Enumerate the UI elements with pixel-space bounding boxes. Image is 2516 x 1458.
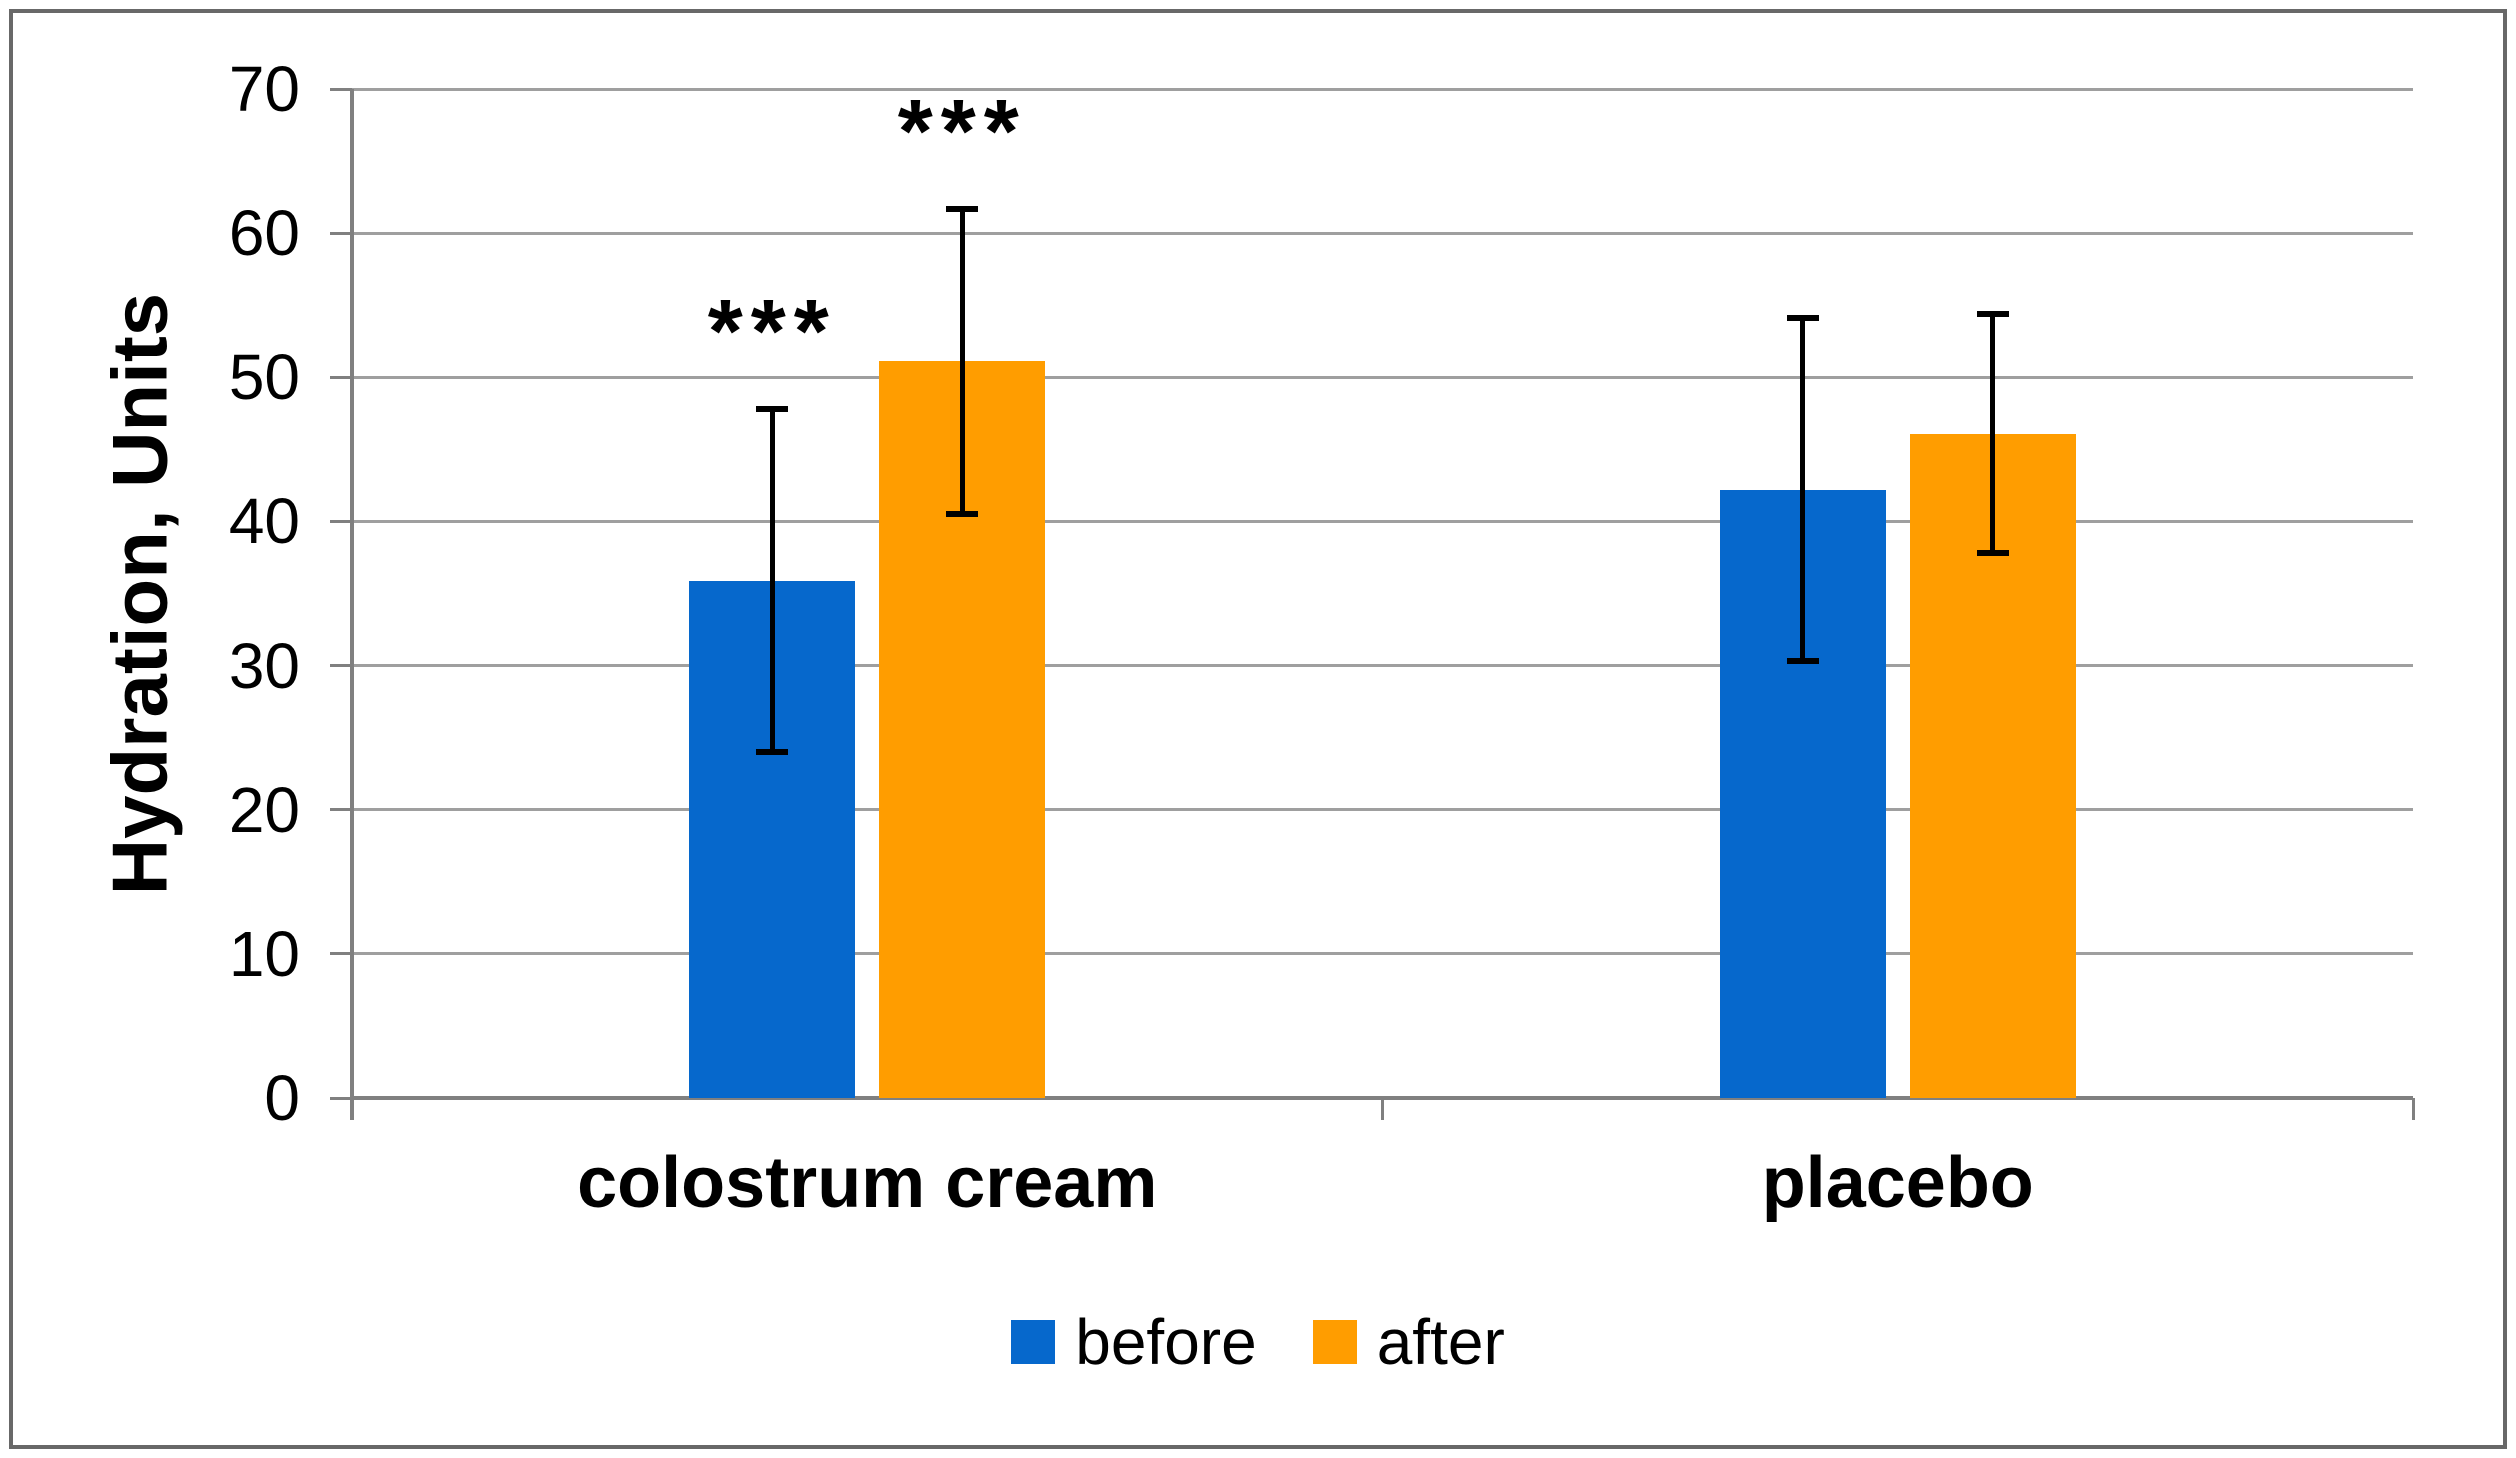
category-label-0: colostrum cream	[577, 1143, 1158, 1223]
y-axis-line	[350, 89, 354, 1120]
error-bar-cap-bottom-after-1	[1976, 550, 2009, 557]
y-tick-label-60: 60	[228, 197, 300, 270]
gridline-50	[352, 375, 2413, 379]
legend-swatch-after	[1312, 1320, 1357, 1364]
y-tick-0	[330, 1096, 352, 1100]
error-bar-cap-top-after-0	[946, 205, 979, 212]
y-tick-label-20: 20	[228, 773, 300, 846]
gridline-70	[352, 87, 2413, 91]
y-tick-10	[330, 952, 352, 956]
legend-label-after: after	[1376, 1306, 1505, 1378]
y-axis-title: Hydration, Units	[95, 292, 184, 896]
error-bar-cap-top-before-0	[756, 405, 789, 412]
y-tick-label-40: 40	[228, 485, 300, 558]
y-tick-30	[330, 664, 352, 668]
y-tick-label-30: 30	[228, 629, 300, 702]
y-tick-label-70: 70	[228, 53, 300, 125]
error-bar-cap-bottom-before-1	[1786, 658, 1819, 665]
gridline-30	[352, 664, 2413, 668]
legend-item-before: before	[1011, 1306, 1257, 1378]
y-tick-60	[330, 231, 352, 235]
gridline-40	[352, 519, 2413, 523]
error-bar-cap-bottom-before-0	[756, 749, 789, 756]
significance-annotation-1: ***	[897, 81, 1027, 182]
legend: before after	[0, 1310, 2516, 1374]
gridline-60	[352, 231, 2413, 235]
figure-border	[9, 9, 2507, 1449]
y-tick-70	[330, 87, 352, 91]
error-bar-cap-top-after-1	[1976, 310, 2009, 317]
y-tick-40	[330, 519, 352, 523]
y-tick-label-0: 0	[264, 1062, 300, 1134]
y-tick-50	[330, 375, 352, 379]
y-tick-20	[330, 808, 352, 812]
significance-annotation-0: ***	[707, 281, 837, 382]
x-tick-1	[1381, 1098, 1384, 1120]
category-label-1: placebo	[1761, 1143, 2034, 1223]
y-tick-label-50: 50	[228, 341, 300, 414]
error-bar-line-after-0	[959, 208, 965, 515]
legend-swatch-before	[1011, 1320, 1056, 1364]
gridline-10	[352, 952, 2413, 956]
legend-item-after: after	[1312, 1306, 1505, 1378]
x-tick-0	[350, 1098, 354, 1120]
error-bar-cap-bottom-after-0	[946, 511, 979, 518]
error-bar-cap-top-before-1	[1786, 315, 1819, 322]
legend-label-before: before	[1075, 1306, 1257, 1378]
error-bar-line-after-1	[1990, 313, 1996, 554]
error-bar-line-before-0	[769, 408, 775, 753]
gridline-20	[352, 808, 2413, 812]
y-tick-label-10: 10	[228, 917, 300, 990]
x-tick-2	[2411, 1098, 2415, 1120]
error-bar-line-before-1	[1800, 318, 1806, 662]
